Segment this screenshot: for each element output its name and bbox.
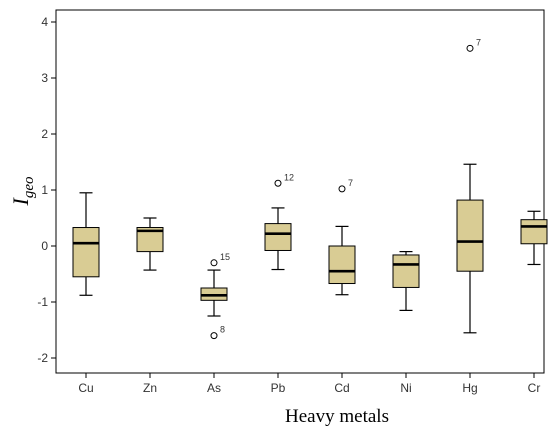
box-cu [72,192,100,296]
boxes-group: 15 8 12 7 7 [72,37,548,340]
y-tick-label: 0 [41,239,48,253]
box-as: 15 8 [200,252,230,340]
box-iqr [328,245,356,285]
x-tick-label: Cr [528,381,541,395]
x-tick-label: As [207,381,221,395]
outlier-label: 7 [348,178,353,188]
plot-frame [55,9,545,374]
box-cd: 7 [328,178,356,296]
outlier-label: 15 [220,252,230,262]
y-tick-label: 3 [41,71,48,85]
box-pb: 12 [264,172,294,271]
box-iqr [392,254,420,288]
box-hg: 7 [456,37,484,334]
x-axis: Cu Zn As Pb Cd Ni Hg Cr [78,373,540,395]
x-tick-label: Pb [271,381,286,395]
outlier-label: 8 [220,325,225,335]
box-iqr [456,199,484,272]
y-tick-label: 1 [41,183,48,197]
y-axis-label: Igeo [8,176,37,206]
x-tick-label: Cu [78,381,93,395]
outlier-point [466,44,474,52]
box-iqr [520,219,548,245]
outlier-point [338,185,346,193]
box-ni [392,251,420,311]
x-tick-label: Ni [400,381,411,395]
outlier-label: 12 [284,172,294,182]
x-tick-label: Hg [462,381,477,395]
y-tick-label: 4 [41,15,48,29]
y-axis-label-sub: geo [21,176,37,198]
box-iqr [72,227,100,278]
x-tick-label: Cd [334,381,349,395]
outlier-point [274,179,282,187]
box-cr [520,210,548,266]
box-iqr [264,223,292,251]
svg-text:Igeo: Igeo [8,176,37,206]
x-tick-label: Zn [143,381,157,395]
outlier-point [210,259,218,267]
x-axis-label: Heavy metals [285,406,389,427]
box-zn [136,217,164,271]
y-tick-label: 2 [41,127,48,141]
outlier-point [210,332,218,340]
y-axis: -2 -1 0 1 2 3 4 [37,15,56,365]
y-tick-label: -2 [37,351,48,365]
y-axis-label-main: I [8,197,33,207]
y-tick-label: -1 [37,295,48,309]
outlier-label: 7 [476,37,481,47]
